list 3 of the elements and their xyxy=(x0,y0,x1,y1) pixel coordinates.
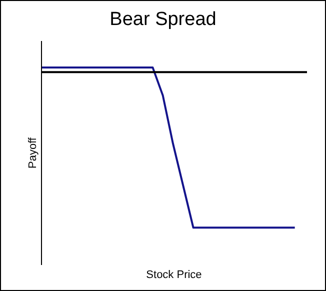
x-axis-title: Stock Price xyxy=(145,269,203,281)
y-axis-title: Payoff xyxy=(27,138,39,168)
chart-title: Bear Spread xyxy=(108,9,218,31)
